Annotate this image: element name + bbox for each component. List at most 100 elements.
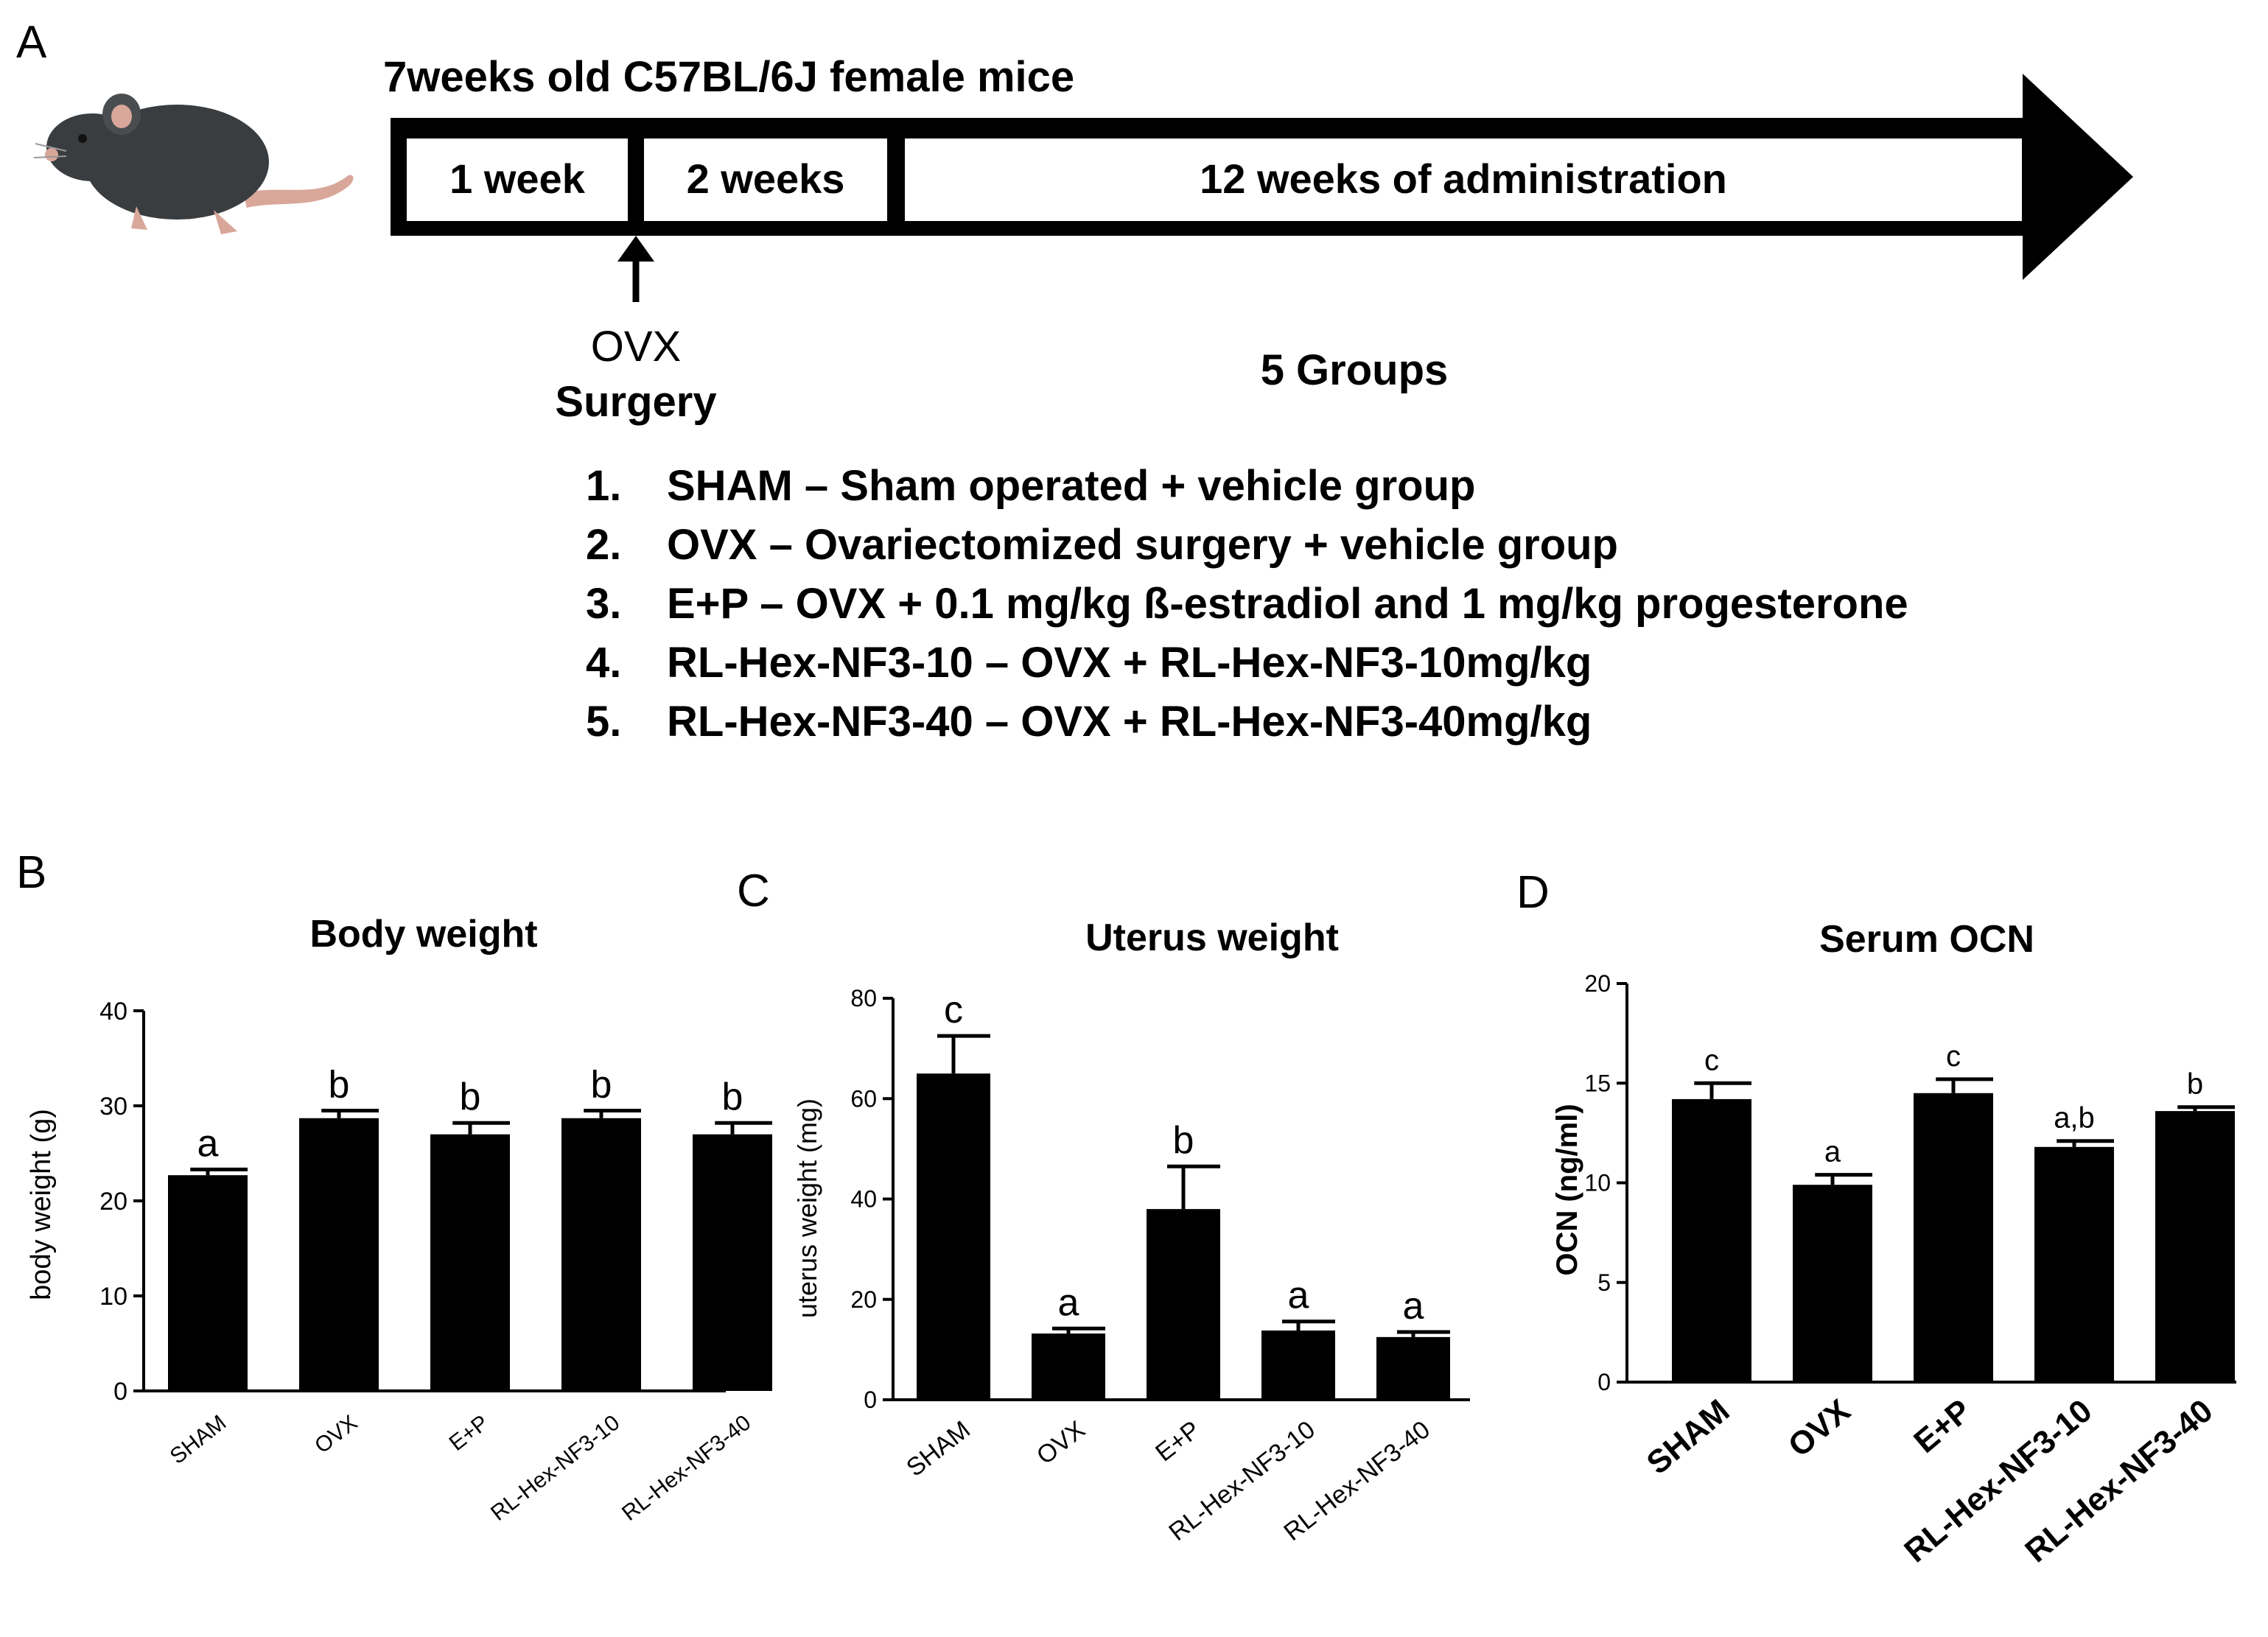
bar <box>2155 1111 2235 1382</box>
bar <box>1914 1093 1993 1382</box>
x-tick-label: SHAM <box>901 1415 976 1482</box>
error-bar <box>2057 1139 2114 1147</box>
error-bar <box>584 1108 641 1118</box>
mouse-illustration <box>33 94 354 234</box>
panel-label: C <box>737 866 770 916</box>
bar <box>168 1175 248 1391</box>
significance-letter: c <box>944 989 963 1031</box>
significance-letter: a <box>1403 1285 1424 1328</box>
chart-title: Serum OCN <box>1819 918 2034 961</box>
y-tick-label: 80 <box>850 985 877 1012</box>
groups-title: 5 Groups <box>1261 346 1449 394</box>
significance-letter: b <box>722 1076 743 1118</box>
error-bar <box>1936 1077 1993 1093</box>
error-bar <box>190 1167 248 1176</box>
bar <box>1793 1185 1872 1382</box>
significance-letter: a <box>1058 1281 1079 1324</box>
panel-label: D <box>1516 867 1550 918</box>
x-tick-label: OVX <box>1782 1392 1858 1464</box>
group-list: 1. SHAM – Sham operated + vehicle group 2… <box>586 457 1908 751</box>
y-tick-label: 30 <box>99 1093 127 1121</box>
significance-letter: b <box>460 1076 481 1118</box>
y-tick-label: 60 <box>850 1085 877 1112</box>
error-bar <box>937 1034 990 1074</box>
bar <box>2034 1146 2114 1382</box>
phase-1-week: 1 week <box>449 155 586 202</box>
bar <box>1261 1330 1335 1400</box>
y-tick-label: 40 <box>99 998 127 1026</box>
y-tick-label: 5 <box>1597 1269 1611 1296</box>
timeline-title: 7weeks old C57BL/6J female mice <box>383 53 1074 101</box>
bar <box>1032 1333 1105 1400</box>
y-tick-label: 0 <box>864 1387 877 1413</box>
error-bar <box>1282 1319 1335 1331</box>
error-bar <box>1815 1173 1872 1185</box>
significance-letter: b <box>329 1063 350 1106</box>
timeline-arrow <box>391 74 2133 280</box>
x-tick-label: E+P <box>445 1411 494 1456</box>
y-axis-label: uterus weight (mg) <box>792 1098 822 1318</box>
x-tick-label: E+P <box>1907 1392 1978 1460</box>
x-tick-label: OVX <box>310 1411 362 1459</box>
x-tick-label: SHAM <box>166 1411 231 1469</box>
x-tick-label: E+P <box>1150 1415 1205 1467</box>
y-axis-label: body weight (g) <box>26 1109 57 1300</box>
bar <box>561 1118 641 1391</box>
group-item: 2. OVX – Ovariectomized surgery + vehicle… <box>586 521 1618 569</box>
surgery-label-line2: Surgery <box>555 378 716 426</box>
error-bar <box>1052 1326 1105 1334</box>
x-tick-label: RL-Hex-NF3-10 <box>486 1411 624 1526</box>
y-axis-label: OCN (ng/ml) <box>1551 1104 1583 1275</box>
chart-panel-c: C Uterus weight 0 20 40 60 80 uterus weight (mg… <box>737 866 1470 1546</box>
significance-letter: a <box>1288 1275 1309 1317</box>
chart-title: Uterus weight <box>1085 916 1339 959</box>
bar <box>1376 1336 1450 1400</box>
y-tick-label: 20 <box>1584 970 1611 997</box>
bar <box>693 1134 772 1391</box>
bar <box>430 1134 510 1391</box>
error-bar <box>452 1121 510 1135</box>
phase-2-weeks: 2 weeks <box>687 155 845 202</box>
y-tick-label: 0 <box>1597 1369 1611 1395</box>
phase-administration: 12 weeks of administration <box>1200 155 1727 202</box>
y-tick-label: 10 <box>1584 1170 1611 1196</box>
significance-letter: c <box>1946 1040 1961 1073</box>
y-tick-label: 10 <box>99 1283 127 1311</box>
x-tick-label: OVX <box>1032 1415 1091 1470</box>
significance-letter: a <box>1824 1136 1841 1168</box>
significance-letter: c <box>1704 1044 1719 1076</box>
chart-panel-b: B Body weight 0 10 20 30 40 body weight (g) a SHA… <box>16 847 772 1526</box>
error-bar <box>2177 1105 2235 1112</box>
y-tick-label: 0 <box>113 1378 127 1406</box>
error-bar <box>321 1108 379 1118</box>
chart-panel-d: D Serum OCN 0 5 10 15 20 OCN (ng/ml) c SHAM a OVX c E… <box>1516 867 2236 1569</box>
group-item: 4. RL-Hex-NF3-10 – OVX + RL-Hex-NF3-10mg/… <box>586 639 1592 687</box>
y-tick-label: 20 <box>850 1286 877 1313</box>
significance-letter: a <box>197 1122 219 1165</box>
x-tick-label: SHAM <box>1640 1392 1737 1482</box>
bar <box>1672 1098 1751 1382</box>
surgery-label-line1: OVX <box>591 323 682 371</box>
bar <box>917 1073 990 1400</box>
error-bar <box>1694 1081 1751 1099</box>
bar <box>1147 1209 1220 1400</box>
surgery-up-arrow-icon <box>617 236 654 302</box>
panel-label: B <box>16 847 46 898</box>
significance-letter: b <box>1173 1119 1194 1162</box>
panel-a-label: A <box>16 17 47 68</box>
group-item: 3. E+P – OVX + 0.1 mg/kg ß-estradiol and … <box>586 580 1908 628</box>
y-tick-label: 20 <box>99 1188 127 1216</box>
y-tick-label: 15 <box>1584 1070 1611 1096</box>
bar <box>299 1118 379 1391</box>
error-bar <box>1167 1164 1220 1210</box>
y-tick-label: 40 <box>850 1186 877 1213</box>
error-bar <box>715 1121 772 1135</box>
group-item: 5. RL-Hex-NF3-40 – OVX + RL-Hex-NF3-40mg/… <box>586 698 1592 746</box>
chart-title: Body weight <box>309 913 537 956</box>
significance-letter: b <box>2187 1068 2203 1101</box>
significance-letter: b <box>591 1063 612 1106</box>
error-bar <box>1397 1330 1450 1337</box>
group-item: 1. SHAM – Sham operated + vehicle group <box>586 462 1476 510</box>
significance-letter: a,b <box>2054 1102 2095 1135</box>
x-tick-label: RL-Hex-NF3-40 <box>617 1411 755 1526</box>
